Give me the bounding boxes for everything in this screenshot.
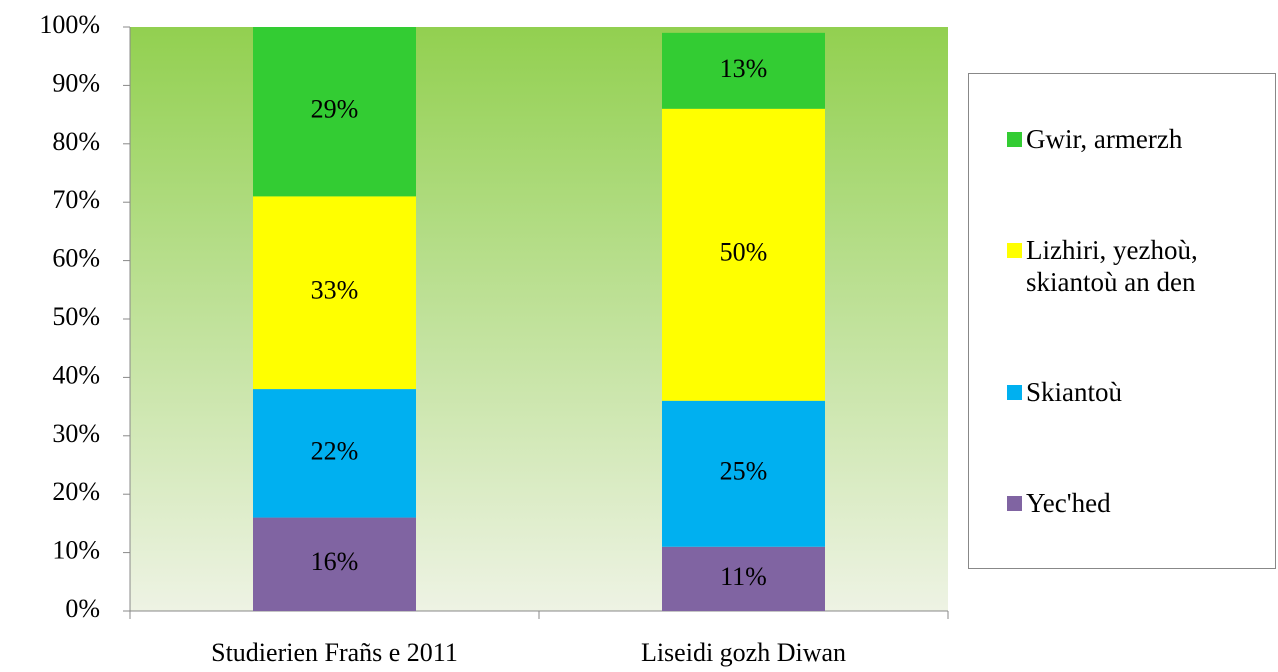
bar-segment (662, 546, 825, 611)
y-tick-label: 100% (39, 10, 100, 39)
legend-swatch (1007, 242, 1022, 258)
plot-area (130, 27, 948, 611)
legend-item: Gwir, armerzh (969, 123, 1275, 155)
y-tick-label: 20% (52, 477, 100, 506)
legend-label: Lizhiri, yezhoù, skiantoù an den (1026, 234, 1198, 297)
y-tick-label: 0% (65, 594, 100, 623)
data-label: 29% (311, 95, 359, 124)
y-tick-label: 80% (52, 127, 100, 156)
legend-swatch (1007, 495, 1022, 511)
y-tick-label: 40% (52, 360, 100, 389)
bar-segment (253, 27, 416, 197)
bar-segment (253, 389, 416, 518)
data-label: 25% (720, 457, 768, 486)
data-label: 16% (311, 547, 359, 576)
legend-item: Lizhiri, yezhoù, skiantoù an den (969, 234, 1275, 298)
x-tick-label: Liseidi gozh Diwan (641, 638, 846, 667)
data-label: 50% (720, 238, 768, 267)
legend-swatch (1007, 132, 1022, 148)
data-label: 13% (720, 54, 768, 83)
data-label: 33% (311, 276, 359, 305)
y-tick-label: 70% (52, 185, 100, 214)
legend-label: Yec'hed (1026, 487, 1111, 518)
legend-label: Gwir, armerzh (1026, 124, 1183, 155)
bar-segment (662, 32, 825, 109)
data-label: 11% (720, 562, 767, 591)
legend-label: Skiantoù (1026, 377, 1123, 408)
y-tick-label: 50% (52, 302, 100, 331)
y-tick-label: 90% (52, 68, 100, 97)
bar-segment (253, 517, 416, 611)
bar-segment (662, 400, 825, 547)
legend-item: Yec'hed (969, 487, 1275, 519)
bar-segment (662, 108, 825, 401)
y-tick-label: 60% (52, 244, 100, 273)
legend-item: Skiantoù (969, 376, 1275, 408)
data-label: 22% (311, 436, 359, 465)
legend: Gwir, armerzh Lizhiri, yezhoù, skiantoù a… (968, 73, 1276, 569)
y-tick-label: 10% (52, 536, 100, 565)
bar-segment (253, 196, 416, 390)
legend-swatch (1007, 385, 1022, 401)
x-tick-label: Studierien Frañs e 2011 (211, 638, 458, 667)
y-tick-label: 30% (52, 419, 100, 448)
